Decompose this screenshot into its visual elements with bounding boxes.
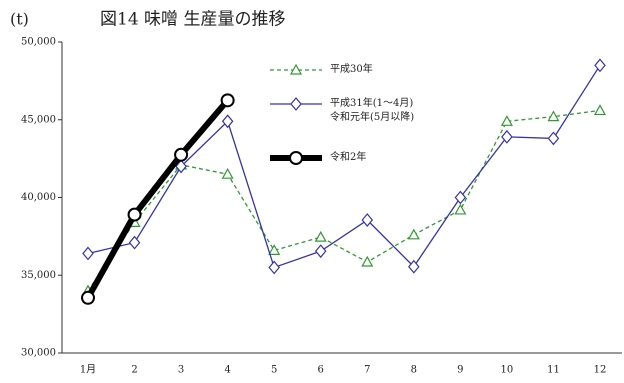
data-point [501,129,513,144]
x-tick-label: 4 [224,365,230,376]
x-tick-label: 8 [411,365,417,376]
x-tick-label: 5 [271,365,277,376]
data-point [361,213,374,227]
data-point [268,260,280,275]
y-tick-label: 40,000 [21,192,56,203]
data-point [175,159,187,174]
data-point [593,104,607,116]
series-line [85,98,230,300]
y-tick-label: 45,000 [21,114,56,125]
legend-marker [289,151,303,165]
x-tick-label: 9 [457,365,463,376]
data-point [82,246,94,261]
data-point [221,167,234,179]
x-tick-label: 1月 [80,364,96,376]
data-point [268,244,281,255]
data-point [314,230,327,242]
x-tick-label: 10 [501,365,514,376]
legend-label: 平成31年(1～4月) 令和元年(5月以降) [330,98,415,123]
data-point [408,259,420,274]
y-tick-label: 35,000 [21,270,56,281]
x-tick-label: 11 [547,365,560,376]
x-tick-label: 3 [178,365,184,376]
x-tick-label: 2 [131,365,137,376]
data-point [314,244,327,259]
data-point [174,147,189,162]
data-point [407,228,420,240]
data-point [220,93,235,108]
legend-marker [290,97,302,111]
x-tick-label: 12 [594,365,607,376]
y-tick-label: 50,000 [21,37,56,48]
data-point [127,207,142,222]
chart-title: 図14 味噌 生産量の推移 [100,10,285,30]
data-point [547,110,560,122]
legend-label: 平成30年 [330,64,373,75]
data-point [500,115,513,126]
data-point [361,255,374,267]
legend-marker [289,63,303,75]
x-tick-label: 6 [318,365,324,376]
series-line [87,64,601,269]
series-line [87,109,601,292]
data-point [547,131,560,146]
y-tick-label: 30,000 [21,348,56,359]
data-point [81,290,95,305]
data-point [594,58,606,73]
x-tick-label: 7 [364,365,370,376]
data-point [128,235,141,250]
data-point [454,203,467,215]
data-point [454,190,467,205]
legend-label: 令和2年 [330,152,367,163]
data-point [221,114,234,129]
unit-label: (t) [10,10,29,29]
